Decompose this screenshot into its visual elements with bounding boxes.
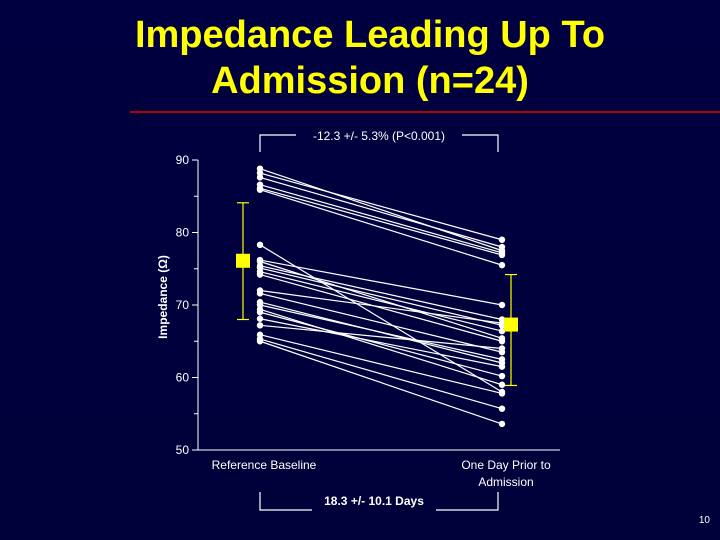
prior-day-point bbox=[498, 261, 506, 269]
patient-line bbox=[259, 340, 503, 425]
patient-line bbox=[259, 324, 503, 350]
baseline-point bbox=[256, 338, 264, 345]
prior-day-point bbox=[498, 327, 506, 335]
prior-day-point bbox=[498, 243, 506, 251]
change-annotation: -12.3 +/- 5.3% (P<0.001) bbox=[313, 129, 445, 143]
prior-day-point bbox=[498, 236, 506, 243]
patient-line bbox=[259, 334, 503, 395]
patient-line bbox=[259, 308, 503, 386]
duration-annotation: 18.3 +/- 10.1 Days bbox=[324, 494, 424, 508]
patient-series bbox=[256, 165, 506, 428]
patient-line bbox=[259, 273, 503, 342]
patient-line bbox=[259, 176, 503, 248]
prior-day-point bbox=[498, 381, 506, 388]
y-tick-label: 90 bbox=[176, 153, 190, 167]
x-tick-label-prior-day-line-2: Admission bbox=[478, 475, 533, 489]
mean-marker-prior-day bbox=[504, 317, 518, 332]
y-tick-label: 50 bbox=[176, 443, 190, 457]
prior-day-point bbox=[498, 420, 506, 428]
prior-day-point bbox=[498, 405, 506, 412]
baseline-point bbox=[256, 287, 264, 294]
prior-day-point bbox=[498, 319, 506, 327]
x-tick-label-prior-day-line-1: One Day Prior to bbox=[461, 458, 551, 472]
patient-line bbox=[259, 187, 503, 256]
y-tick-label: 60 bbox=[176, 371, 190, 385]
patient-line bbox=[259, 271, 503, 332]
patient-line bbox=[259, 267, 503, 326]
baseline-point bbox=[256, 174, 264, 181]
patient-line bbox=[259, 289, 503, 324]
patient-line bbox=[259, 338, 503, 410]
patient-line bbox=[259, 168, 503, 252]
patient-line bbox=[259, 318, 503, 368]
patient-line bbox=[259, 189, 503, 266]
baseline-point bbox=[256, 309, 264, 316]
patient-line bbox=[259, 292, 503, 353]
slide-title-line-2: Admission (n=24) bbox=[211, 60, 529, 102]
prior-day-point bbox=[498, 251, 506, 259]
baseline-point bbox=[256, 241, 264, 249]
prior-day-point bbox=[498, 356, 506, 363]
patient-line bbox=[259, 304, 503, 360]
slide-title: Impedance Leading Up To Admission (n=24) bbox=[60, 12, 680, 104]
prior-day-point bbox=[498, 301, 506, 309]
mean-markers bbox=[236, 202, 518, 387]
patient-line bbox=[259, 260, 503, 339]
patient-line bbox=[259, 311, 503, 377]
slide-title-line-1: Impedance Leading Up To bbox=[134, 14, 606, 56]
prior-day-point bbox=[498, 345, 506, 352]
prior-day-point bbox=[498, 372, 506, 380]
baseline-point bbox=[256, 271, 264, 278]
x-tick-label-baseline: Reference Baseline bbox=[212, 458, 317, 472]
prior-day-point bbox=[498, 363, 506, 370]
patient-line bbox=[259, 184, 503, 254]
patient-line bbox=[259, 172, 503, 241]
patient-line bbox=[259, 259, 503, 306]
change-bracket bbox=[259, 134, 499, 152]
y-tick-label: 70 bbox=[176, 298, 190, 312]
baseline-point bbox=[256, 258, 264, 265]
y-axis-label: Impedance (Ω) bbox=[156, 255, 170, 339]
prior-day-point bbox=[498, 335, 506, 342]
baseline-point bbox=[256, 315, 264, 322]
y-ticks: 90 80 70 60 50 bbox=[176, 153, 198, 457]
mean-marker-baseline bbox=[236, 253, 250, 268]
slide-number: 10 bbox=[698, 515, 710, 526]
y-tick-label: 80 bbox=[176, 226, 190, 240]
patient-line bbox=[259, 244, 503, 393]
baseline-point bbox=[256, 322, 264, 329]
baseline-point bbox=[256, 186, 264, 193]
baseline-point bbox=[256, 301, 264, 309]
title-divider bbox=[130, 111, 720, 113]
duration-bracket bbox=[259, 492, 499, 511]
prior-day-point bbox=[498, 390, 506, 397]
